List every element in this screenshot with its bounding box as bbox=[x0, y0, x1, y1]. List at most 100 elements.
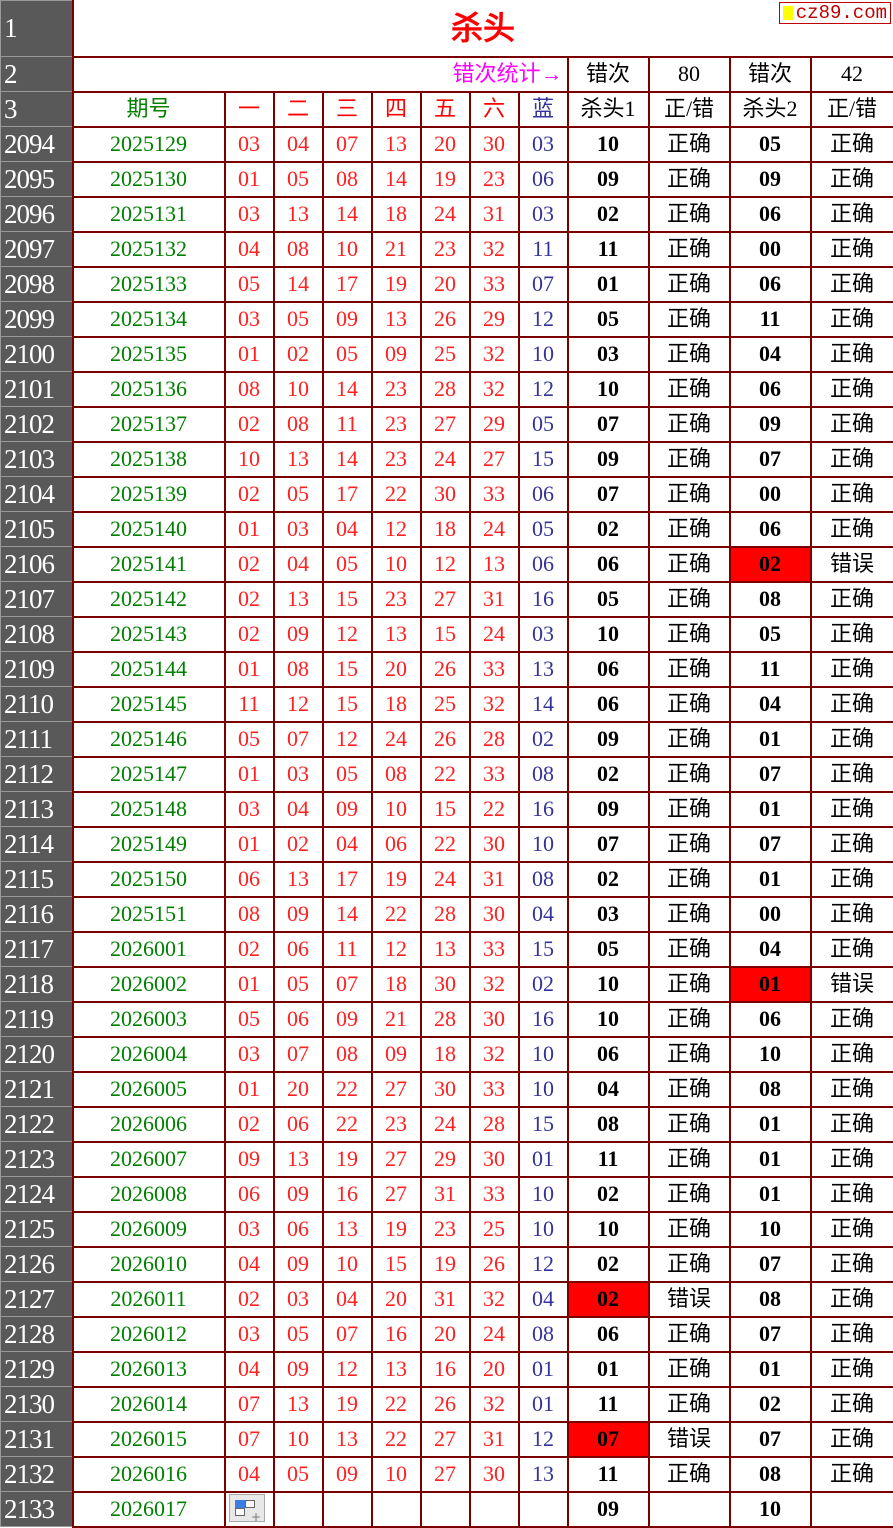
number-cell[interactable]: 28 bbox=[421, 1002, 470, 1037]
blue-ball-cell[interactable]: 11 bbox=[519, 232, 568, 267]
result1-cell[interactable]: 正确 bbox=[649, 162, 730, 197]
result2-cell[interactable]: 正确 bbox=[811, 652, 893, 687]
number-cell[interactable]: 22 bbox=[421, 757, 470, 792]
number-cell[interactable]: 13 bbox=[274, 1387, 323, 1422]
result2-cell[interactable]: 正确 bbox=[811, 512, 893, 547]
number-cell[interactable] bbox=[470, 1492, 519, 1527]
number-cell[interactable]: 31 bbox=[470, 582, 519, 617]
number-cell[interactable]: 26 bbox=[421, 1387, 470, 1422]
number-cell[interactable]: 05 bbox=[274, 967, 323, 1002]
number-cell[interactable]: 05 bbox=[274, 1457, 323, 1492]
kill1-cell[interactable]: 03 bbox=[568, 337, 649, 372]
number-cell[interactable]: 07 bbox=[225, 1422, 274, 1457]
quick-analysis-icon[interactable]: + bbox=[229, 1494, 265, 1522]
result2-cell[interactable]: 正确 bbox=[811, 1072, 893, 1107]
number-cell[interactable]: 13 bbox=[470, 547, 519, 582]
number-cell[interactable]: 31 bbox=[470, 197, 519, 232]
blue-ball-cell[interactable]: 12 bbox=[519, 372, 568, 407]
result1-cell[interactable]: 正确 bbox=[649, 582, 730, 617]
result1-cell[interactable]: 正确 bbox=[649, 617, 730, 652]
blue-ball-cell[interactable]: 02 bbox=[519, 722, 568, 757]
result2-cell[interactable]: 正确 bbox=[811, 1457, 893, 1492]
kill1-cell[interactable]: 02 bbox=[568, 1177, 649, 1212]
kill2-cell[interactable]: 06 bbox=[730, 197, 811, 232]
blue-ball-cell[interactable]: 13 bbox=[519, 652, 568, 687]
number-cell[interactable]: 01 bbox=[225, 757, 274, 792]
header-result1[interactable]: 正/错 bbox=[649, 92, 730, 127]
number-cell[interactable]: 14 bbox=[323, 197, 372, 232]
number-cell[interactable]: 31 bbox=[470, 1422, 519, 1457]
period-cell[interactable]: 2025147 bbox=[73, 757, 225, 792]
result1-cell[interactable]: 正确 bbox=[649, 1072, 730, 1107]
result2-cell[interactable]: 正确 bbox=[811, 407, 893, 442]
number-cell[interactable]: 04 bbox=[274, 792, 323, 827]
period-cell[interactable]: 2025141 bbox=[73, 547, 225, 582]
kill1-cell[interactable]: 07 bbox=[568, 827, 649, 862]
kill1-cell[interactable]: 10 bbox=[568, 372, 649, 407]
period-cell[interactable]: 2026003 bbox=[73, 1002, 225, 1037]
blue-ball-cell[interactable]: 14 bbox=[519, 687, 568, 722]
period-cell[interactable]: 2026002 bbox=[73, 967, 225, 1002]
blue-ball-cell[interactable]: 03 bbox=[519, 127, 568, 162]
number-cell[interactable]: 18 bbox=[372, 687, 421, 722]
result2-cell[interactable]: 正确 bbox=[811, 1387, 893, 1422]
number-cell[interactable]: 07 bbox=[225, 1387, 274, 1422]
number-cell[interactable]: 05 bbox=[225, 722, 274, 757]
number-cell[interactable]: 14 bbox=[372, 162, 421, 197]
number-cell[interactable]: 23 bbox=[470, 162, 519, 197]
number-cell[interactable]: 03 bbox=[225, 1037, 274, 1072]
blue-ball-cell[interactable]: 16 bbox=[519, 792, 568, 827]
number-cell[interactable]: 22 bbox=[372, 1387, 421, 1422]
number-cell[interactable]: 22 bbox=[372, 897, 421, 932]
kill2-cell[interactable]: 07 bbox=[730, 1247, 811, 1282]
row-header[interactable]: 2122 bbox=[1, 1107, 73, 1142]
number-cell[interactable] bbox=[323, 1492, 372, 1527]
number-cell[interactable]: 33 bbox=[470, 757, 519, 792]
number-cell[interactable]: 12 bbox=[323, 617, 372, 652]
kill1-cell[interactable]: 02 bbox=[568, 197, 649, 232]
number-cell[interactable]: 24 bbox=[470, 617, 519, 652]
period-cell[interactable]: 2025151 bbox=[73, 897, 225, 932]
number-cell[interactable]: 05 bbox=[225, 1002, 274, 1037]
number-cell[interactable]: 05 bbox=[274, 477, 323, 512]
kill1-cell[interactable]: 01 bbox=[568, 267, 649, 302]
period-cell[interactable]: 2025142 bbox=[73, 582, 225, 617]
period-cell[interactable]: 2026011 bbox=[73, 1282, 225, 1317]
number-cell[interactable]: 08 bbox=[323, 162, 372, 197]
period-cell[interactable]: 2025137 bbox=[73, 407, 225, 442]
number-cell[interactable]: 13 bbox=[274, 862, 323, 897]
number-cell[interactable]: 28 bbox=[421, 897, 470, 932]
number-cell[interactable]: 32 bbox=[470, 372, 519, 407]
number-cell[interactable]: 11 bbox=[323, 932, 372, 967]
period-cell[interactable]: 2025148 bbox=[73, 792, 225, 827]
result1-cell[interactable]: 正确 bbox=[649, 862, 730, 897]
number-cell[interactable]: 20 bbox=[372, 1282, 421, 1317]
number-cell[interactable]: 22 bbox=[421, 827, 470, 862]
number-cell[interactable]: 21 bbox=[372, 232, 421, 267]
result2-cell[interactable]: 正确 bbox=[811, 1037, 893, 1072]
number-cell[interactable]: 26 bbox=[470, 1247, 519, 1282]
number-cell[interactable]: 10 bbox=[225, 442, 274, 477]
sheet-title[interactable]: 杀头 bbox=[73, 1, 893, 57]
result1-cell[interactable] bbox=[649, 1492, 730, 1527]
row-header[interactable]: 2097 bbox=[1, 232, 73, 267]
header-kill2[interactable]: 杀头2 bbox=[730, 92, 811, 127]
period-cell[interactable]: 2025135 bbox=[73, 337, 225, 372]
kill2-cell[interactable]: 01 bbox=[730, 1177, 811, 1212]
number-cell[interactable] bbox=[421, 1492, 470, 1527]
number-cell[interactable]: 15 bbox=[421, 617, 470, 652]
number-cell[interactable]: 09 bbox=[274, 1177, 323, 1212]
result1-cell[interactable]: 正确 bbox=[649, 1387, 730, 1422]
result1-cell[interactable]: 正确 bbox=[649, 407, 730, 442]
number-cell[interactable]: 30 bbox=[421, 967, 470, 1002]
row-header[interactable]: 2100 bbox=[1, 337, 73, 372]
result1-cell[interactable]: 正确 bbox=[649, 127, 730, 162]
kill2-cell[interactable]: 07 bbox=[730, 1422, 811, 1457]
number-cell[interactable]: 30 bbox=[421, 477, 470, 512]
period-cell[interactable]: 2026017 bbox=[73, 1492, 225, 1527]
blue-ball-cell[interactable]: 06 bbox=[519, 162, 568, 197]
header-n2[interactable]: 二 bbox=[274, 92, 323, 127]
row-header[interactable]: 2112 bbox=[1, 757, 73, 792]
period-cell[interactable]: 2026007 bbox=[73, 1142, 225, 1177]
number-cell[interactable]: 07 bbox=[274, 1037, 323, 1072]
